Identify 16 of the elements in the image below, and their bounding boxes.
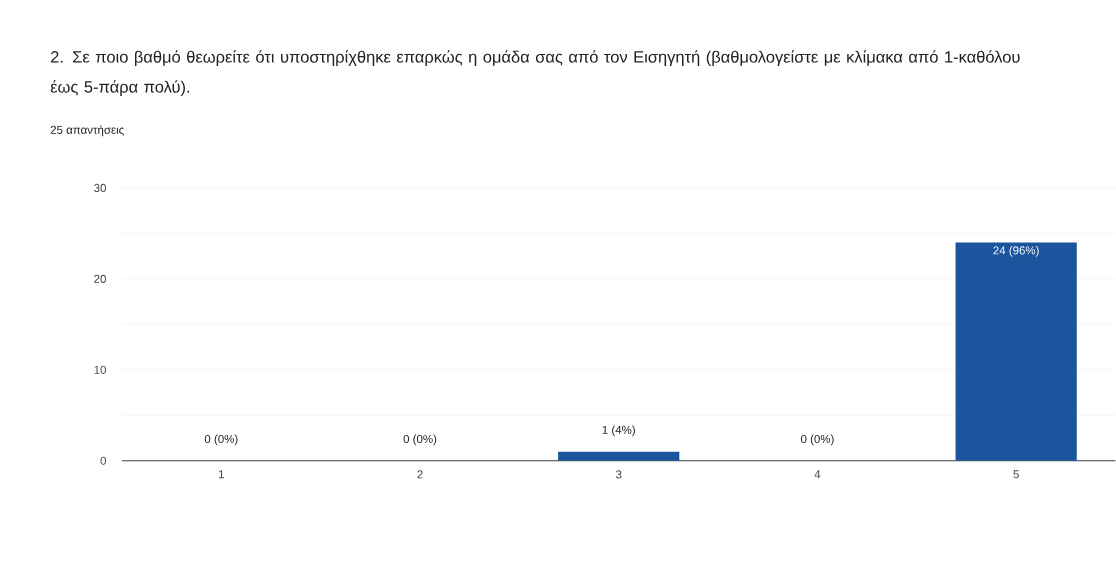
x-tick-label: 4 [814, 470, 821, 479]
x-tick-label: 1 [218, 470, 224, 479]
data-label: 0 (0%) [403, 434, 437, 446]
y-tick-label: 30 [94, 183, 106, 193]
x-tick-label: 2 [417, 470, 423, 479]
y-tick-label: 20 [94, 274, 106, 284]
y-tick-label: 10 [94, 365, 106, 375]
data-label: 0 (0%) [204, 434, 238, 446]
data-label: 0 (0%) [800, 434, 834, 446]
y-tick-label: 0 [100, 456, 106, 465]
x-tick-label: 5 [1013, 470, 1019, 479]
data-label: 24 (96%) [993, 246, 1039, 257]
x-tick-label: 3 [615, 470, 622, 479]
chart-title: 2. Σε ποιο βαθμό θεωρείτε ότι υποστηρίχθηκε επαρκώς η ομάδα σας από τον Εισηγητή (βαθμολογείστε με κλίμακα από 1-καθόλου έως 5-πάρα πολύ). [50, 50, 1020, 97]
data-label: 1 (4%) [602, 425, 635, 437]
chart-subtitle: 25 απαντήσεις [50, 125, 124, 137]
